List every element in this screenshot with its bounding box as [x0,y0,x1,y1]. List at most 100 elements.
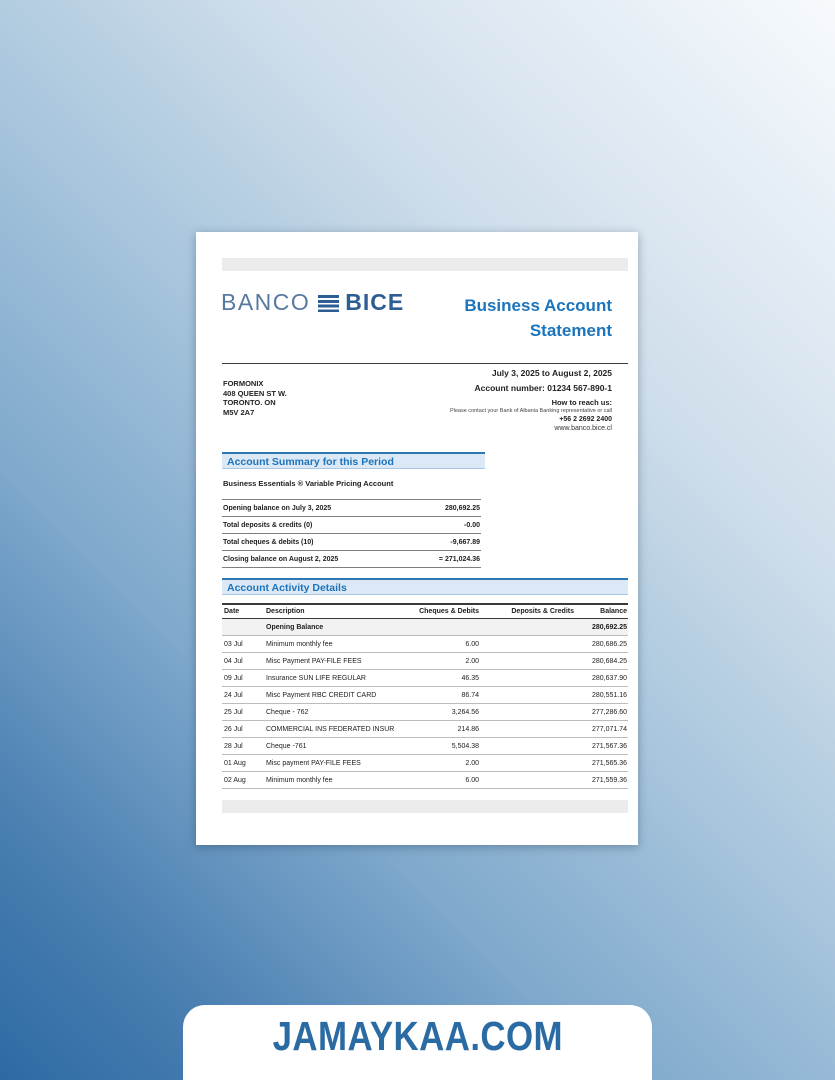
customer-address-block: FORMONIX 408 QUEEN ST W. TORONTO. ON M5V… [223,379,287,417]
summary-row-deposits: Total deposits & credits (0) -0.00 [222,517,481,534]
cell-description: COMMERCIAL INS FEDERATED INSUR [266,726,395,733]
cell-date: 02 Aug [224,777,246,784]
cell-date: 04 Jul [224,658,243,665]
cell-debit: 6.00 [465,641,479,648]
cell-balance: 271,567.36 [591,743,627,750]
opening-balance-label: Opening Balance [266,624,324,631]
cell-description: Cheque -761 [266,743,307,750]
customer-name: FORMONIX [223,379,264,388]
statement-page: BANCO BICE Business Account Statement Ju… [196,232,638,845]
col-header-debits: Cheques & Debits [419,608,479,615]
statement-period: July 3, 2025 to August 2, 2025 [491,368,612,378]
col-header-description: Description [266,608,305,615]
contact-website: www.banco.bice.cl [554,425,612,432]
customer-address-line3: M5V 2A7 [223,407,255,417]
col-header-credits: Deposits & Credits [511,608,574,615]
logo-text-bice: BICE [345,289,405,315]
summary-label: Closing balance on August 2, 2025 [223,556,339,563]
document-title-line1: Business Account [464,296,612,315]
contact-phone: +56 2 2692 2400 [559,416,612,423]
cell-balance: 280,684.25 [591,658,627,665]
summary-value: -0.00 [464,522,480,529]
cell-debit: 214.86 [457,726,479,733]
table-row: 09 Jul Insurance SUN LIFE REGULAR 46.35 … [222,670,628,687]
cell-credit [479,777,574,784]
watermark-card: JAMAYKAA.COM [183,1005,652,1080]
cell-description: Minimum monthly fee [266,641,333,648]
summary-label: Opening balance on July 3, 2025 [223,505,332,512]
contact-heading: How to reach us: [551,398,612,407]
table-row: 28 Jul Cheque -761 5,504.38 271,567.36 [222,738,628,755]
cell-credit [479,692,574,699]
cell-date: 03 Jul [224,641,243,648]
activity-table-header: Date Description Cheques & Debits Deposi… [222,603,628,619]
document-title: Business Account Statement [464,293,612,343]
cell-debit: 46.35 [461,675,479,682]
col-header-balance: Balance [600,608,627,615]
cell-credit [479,641,574,648]
account-number: Account number: 01234 567-890-1 [474,383,612,393]
table-row-opening-balance: Opening Balance 280,692.25 [222,619,628,636]
cell-balance: 280,637.90 [591,675,627,682]
cell-credit [479,743,574,750]
cell-debit: 3,264.56 [451,709,479,716]
page-top-gray-bar [222,258,628,271]
contact-block: How to reach us: Please contact your Ban… [450,398,612,433]
summary-label: Total cheques & debits (10) [223,539,314,546]
summary-value: 280,692.25 [444,505,480,512]
watermark-text: JAMAYKAA.COM [272,1013,563,1059]
cell-balance: 277,286.60 [591,709,627,716]
table-row: 24 Jul Misc Payment RBC CREDIT CARD 86.7… [222,687,628,704]
table-row: 03 Jul Minimum monthly fee 6.00 280,686.… [222,636,628,653]
cell-credit [479,726,574,733]
cell-debit: 2.00 [465,760,479,767]
cell-description: Misc Payment RBC CREDIT CARD [266,692,377,699]
summary-row-debits: Total cheques & debits (10) -9,667.89 [222,534,481,551]
cell-balance: 271,565.36 [591,760,627,767]
summary-row-opening: Opening balance on July 3, 2025 280,692.… [222,499,481,517]
bank-logo: BANCO BICE [221,289,404,316]
cell-balance: 271,559.36 [591,777,627,784]
activity-section-header: Account Activity Details [222,578,628,595]
document-title-line2: Statement [529,321,612,340]
cell-debit: 5,504.38 [451,743,479,750]
cell-description: Misc Payment PAY-FILE FEES [266,658,362,665]
cell-balance: 277,071.74 [591,726,627,733]
four-bars-icon [318,295,340,312]
cell-credit [479,658,574,665]
table-row: 26 Jul COMMERCIAL INS FEDERATED INSUR 21… [222,721,628,738]
cell-debit: 6.00 [465,777,479,784]
customer-address-line2: TORONTO. ON [223,398,276,407]
cell-credit [479,760,574,767]
logo-text-banco: BANCO [221,289,311,315]
cell-debit: 2.00 [465,658,479,665]
cell-description: Misc payment PAY-FILE FEES [266,760,361,767]
cell-date: 24 Jul [224,692,243,699]
cell-credit [479,709,574,716]
activity-table: Date Description Cheques & Debits Deposi… [222,603,628,789]
cell-description: Cheque - 762 [266,709,309,716]
cell-balance: 280,686.25 [591,641,627,648]
table-row: 04 Jul Misc Payment PAY-FILE FEES 2.00 2… [222,653,628,670]
cell-balance: 280,551.16 [591,692,627,699]
col-header-date: Date [224,608,240,615]
summary-label: Total deposits & credits (0) [223,522,313,529]
summary-table: Opening balance on July 3, 2025 280,692.… [222,499,481,568]
cell-description: Insurance SUN LIFE REGULAR [266,675,366,682]
cell-date: 28 Jul [224,743,243,750]
summary-section-header: Account Summary for this Period [222,452,485,469]
opening-balance-value: 280,692.25 [591,624,627,631]
cell-date: 09 Jul [224,675,243,682]
cell-date: 01 Aug [224,760,246,767]
header-divider [222,363,628,364]
cell-credit [479,675,574,682]
cell-date: 25 Jul [224,709,243,716]
account-product-name: Business Essentials ® Variable Pricing A… [223,479,394,488]
table-row: 01 Aug Misc payment PAY-FILE FEES 2.00 2… [222,755,628,772]
cell-description: Minimum monthly fee [266,777,333,784]
summary-value: = 271,024.36 [438,556,480,563]
summary-row-closing: Closing balance on August 2, 2025 = 271,… [222,551,481,568]
contact-instruction: Please contact your Bank of Albania Bank… [449,408,612,414]
summary-value: -9,667.89 [450,539,480,546]
table-row: 02 Aug Minimum monthly fee 6.00 271,559.… [222,772,628,789]
